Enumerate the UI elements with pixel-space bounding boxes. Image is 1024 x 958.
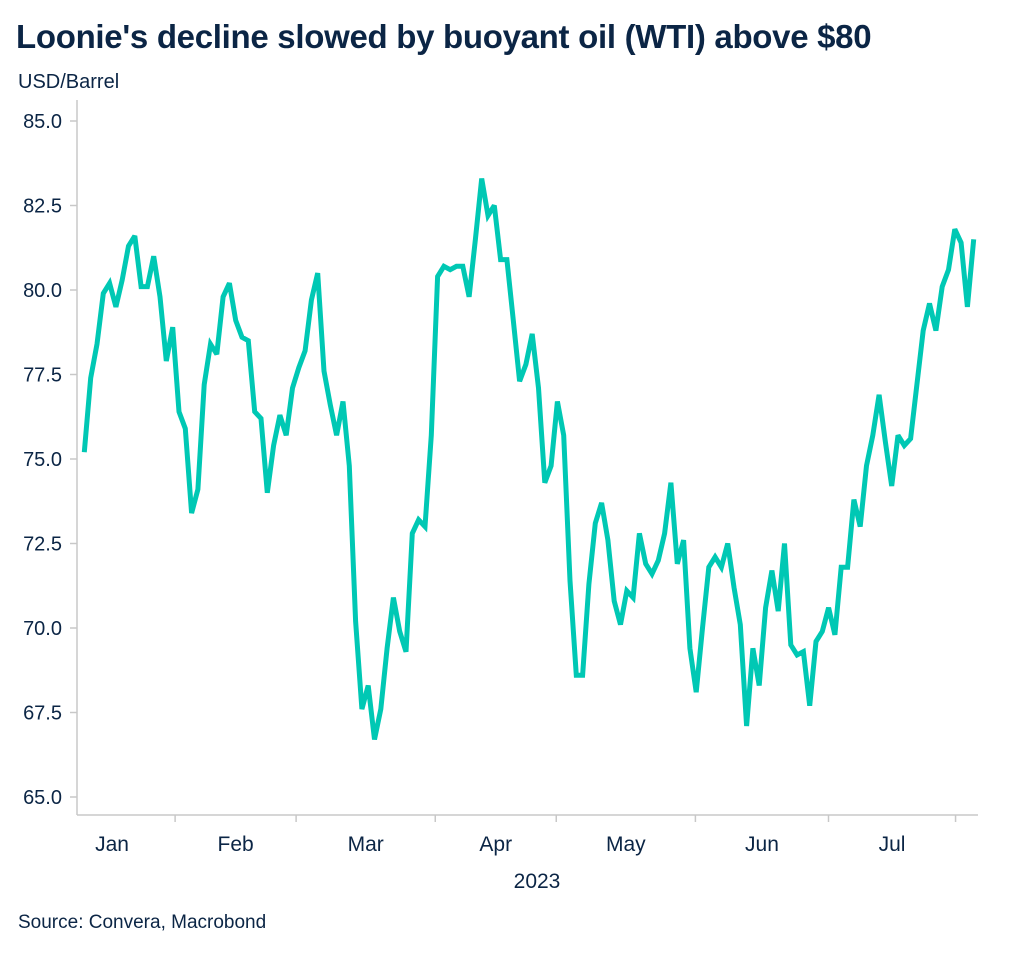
y-tick-label: 80.0 [23, 280, 62, 302]
y-tick-label: 72.5 [23, 534, 62, 556]
y-tick-label: 77.5 [23, 365, 62, 387]
y-tick-label: 75.0 [23, 449, 62, 471]
y-tick-label: 65.0 [23, 787, 62, 809]
y-tick-label: 67.5 [23, 703, 62, 725]
x-tick-label: Jun [745, 833, 779, 856]
x-tick-label: Feb [218, 833, 254, 856]
x-axis-year-label: 2023 [514, 870, 561, 893]
y-axis-label: USD/Barrel [18, 71, 120, 93]
y-tick-label: 85.0 [23, 111, 62, 133]
source-note: Source: Convera, Macrobond [18, 912, 267, 933]
x-tick-label: Apr [479, 833, 512, 856]
chart-title: Loonie's decline slowed by buoyant oil (… [16, 18, 872, 55]
x-tick-label: Jul [879, 833, 906, 856]
x-tick-label: Mar [348, 833, 384, 856]
y-tick-label: 82.5 [23, 196, 62, 218]
x-tick-label: Jan [95, 833, 129, 856]
series-line [81, 178, 977, 741]
x-tick-label: May [606, 833, 646, 856]
y-tick-label: 70.0 [23, 618, 62, 640]
